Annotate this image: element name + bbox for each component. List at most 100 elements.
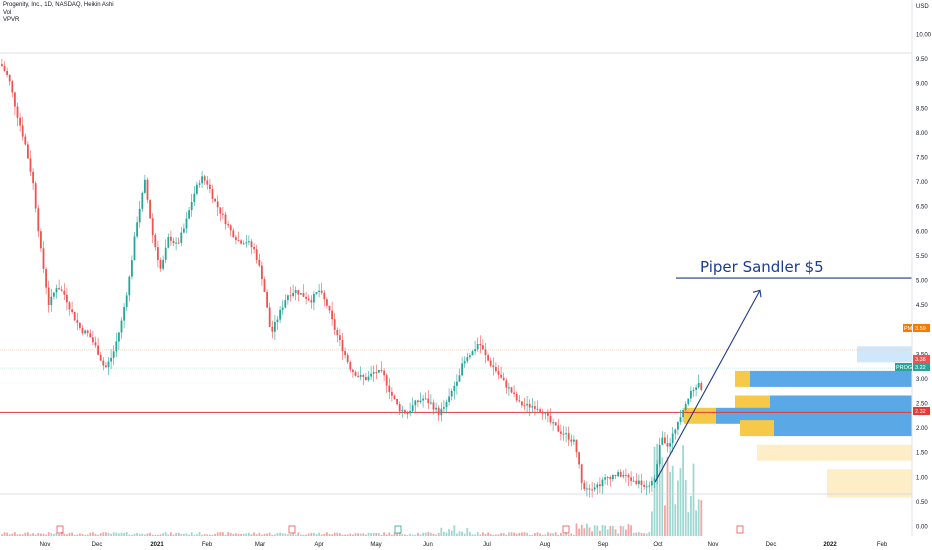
- candle-body: [274, 322, 276, 332]
- candle-body: [37, 208, 40, 232]
- candle-body: [427, 398, 430, 404]
- volume-bar: [300, 534, 302, 536]
- candle-body: [674, 429, 677, 434]
- volume-bar: [549, 533, 552, 536]
- volume-bar: [27, 532, 29, 536]
- volume-bar: [562, 534, 565, 536]
- candle-body: [476, 343, 479, 350]
- candle-body: [570, 439, 573, 442]
- candle-body: [508, 387, 510, 389]
- volume-bar: [614, 529, 617, 536]
- candle-body: [333, 319, 336, 330]
- candle-body: [89, 333, 92, 338]
- price-tick-label: 4.50: [916, 303, 928, 309]
- candle-body: [24, 136, 27, 145]
- candle-body: [463, 361, 466, 364]
- volume-bar: [385, 534, 388, 536]
- volume-bar: [154, 534, 157, 536]
- volume-bar: [427, 532, 430, 536]
- volume-bar: [604, 525, 606, 536]
- prog-price-tag: [913, 363, 930, 371]
- volume-bar: [86, 534, 89, 536]
- volume-bar: [406, 534, 409, 536]
- candle-body: [242, 243, 245, 245]
- volume-bar: [510, 532, 513, 536]
- volume-bar: [66, 534, 68, 536]
- volume-bar: [222, 532, 224, 536]
- volume-bar: [601, 525, 604, 536]
- volume-bar: [573, 534, 575, 536]
- volume-bar: [320, 534, 323, 536]
- volume-bar: [352, 534, 354, 536]
- volume-bar: [177, 532, 180, 536]
- candle-body: [430, 402, 432, 404]
- candle-body: [55, 288, 58, 293]
- candle-body: [591, 489, 593, 491]
- candle-body: [645, 486, 648, 488]
- candle-body: [84, 330, 86, 334]
- volume-bar: [289, 534, 292, 536]
- candle-body: [609, 477, 612, 480]
- candle-body: [162, 259, 164, 269]
- volume-bar: [536, 532, 539, 536]
- volume-bar: [414, 534, 417, 536]
- candle-body: [193, 193, 196, 203]
- volume-bar: [341, 534, 344, 536]
- volume-bar: [102, 532, 105, 536]
- candle-body: [196, 184, 198, 194]
- candle-body: [409, 411, 411, 414]
- volume-bar: [84, 534, 86, 536]
- volume-bar: [627, 524, 630, 536]
- candle-body: [422, 398, 424, 401]
- candle-body: [92, 337, 94, 343]
- candle-body: [411, 405, 414, 412]
- volume-bar: [276, 532, 279, 536]
- price-tick-label: 3.00: [916, 377, 928, 383]
- volume-indicator-label: Vol: [3, 9, 12, 16]
- time-tick-label: Nov: [40, 542, 51, 548]
- volume-bar: [674, 504, 677, 536]
- price-tick-label: 9.50: [916, 57, 928, 63]
- volume-bars: [1, 443, 744, 536]
- candle-body: [227, 224, 229, 226]
- candle-body: [583, 482, 586, 490]
- candle-body: [110, 357, 112, 362]
- prog-price-value: 3.22: [915, 365, 926, 371]
- volume-bar: [380, 534, 383, 536]
- volume-bar: [281, 533, 284, 536]
- candle-body: [240, 240, 242, 244]
- candle-body: [443, 407, 445, 409]
- volume-bar: [422, 532, 424, 536]
- candle-body: [510, 387, 513, 393]
- price-tick-label: 6.50: [916, 205, 928, 211]
- candle-body: [697, 383, 700, 388]
- support-price-tag: [913, 407, 930, 415]
- candle-body: [378, 369, 380, 373]
- vp-light-row: [827, 481, 912, 498]
- volume-bar: [250, 534, 253, 536]
- candle-body: [112, 351, 115, 358]
- candle-body: [664, 437, 666, 444]
- candle-body: [534, 406, 536, 409]
- candle-body: [294, 290, 297, 293]
- candle-body: [86, 330, 89, 334]
- candle-body: [437, 407, 440, 416]
- volume-bar: [255, 534, 258, 536]
- candle-body: [320, 290, 323, 293]
- candle-body: [502, 377, 505, 381]
- volume-bar: [635, 532, 638, 536]
- candle-body: [151, 218, 154, 236]
- volume-bar: [211, 534, 214, 536]
- candle-body: [396, 398, 398, 405]
- candle-body: [146, 179, 149, 200]
- volume-bar: [664, 505, 666, 536]
- candle-body: [42, 248, 45, 269]
- volume-bar: [112, 532, 115, 536]
- volume-bar: [502, 533, 505, 536]
- candle-body: [250, 241, 253, 248]
- annotations: Piper Sandler $5: [654, 258, 912, 483]
- candle-body: [578, 452, 580, 465]
- candle-body: [677, 421, 679, 430]
- volume-bar: [651, 511, 653, 536]
